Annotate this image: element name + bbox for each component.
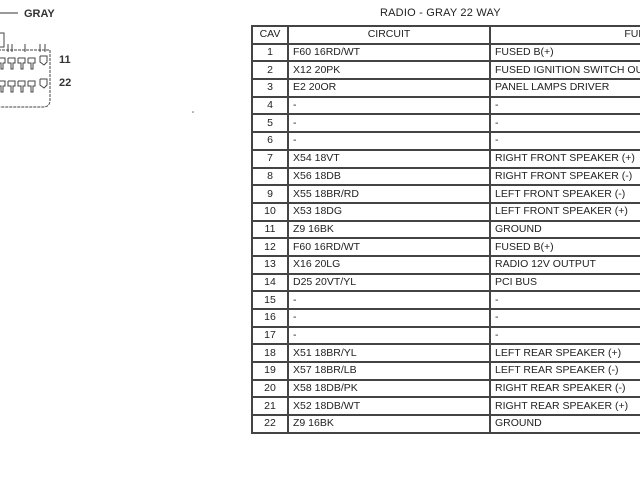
cav-cell: 12	[251, 237, 289, 257]
function-cell: RIGHT FRONT SPEAKER (-)	[489, 166, 640, 187]
cav-cell: 1	[251, 42, 289, 63]
cav-cell: 22	[251, 414, 289, 434]
table-row: 3 E2 20OR PANEL LAMPS DRIVER	[251, 78, 640, 98]
circuit-cell: X54 18VT	[287, 148, 491, 169]
header-cav: CAV	[251, 25, 289, 45]
function-cell: RIGHT REAR SPEAKER (+)	[489, 396, 640, 417]
table-row: 12 F60 16RD/WT FUSED B(+)	[251, 237, 640, 257]
function-cell: RIGHT FRONT SPEAKER (+)	[489, 148, 640, 169]
table-row: 22 Z9 16BK GROUND	[251, 414, 640, 434]
table-row: 15- -	[251, 290, 640, 310]
cav-cell: 19	[251, 361, 289, 381]
table-row: 9 X55 18BR/RD LEFT FRONT SPEAKER (-)	[251, 184, 640, 204]
circuit-cell: X16 20LG	[287, 254, 491, 275]
connector-color-label: GRAY	[24, 8, 55, 20]
function-cell: -	[489, 290, 640, 310]
function-cell: LEFT FRONT SPEAKER (-)	[489, 184, 640, 204]
cav-cell: 2	[251, 60, 289, 81]
table-row: 8 X56 18DB RIGHT FRONT SPEAKER (-)	[251, 166, 640, 187]
function-cell: LEFT REAR SPEAKER (+)	[489, 343, 640, 364]
cav-cell: 13	[251, 254, 289, 275]
table-title: RADIO - GRAY 22 WAY	[380, 7, 501, 19]
header-function: FUNCTIO	[489, 25, 640, 45]
table-row: 11 Z9 16BK GROUND	[251, 219, 640, 240]
circuit-cell: E2 20OR	[287, 78, 491, 98]
circuit-cell: X55 18BR/RD	[287, 184, 491, 204]
circuit-cell: -	[287, 308, 491, 328]
circuit-cell: F60 16RD/WT	[287, 42, 491, 63]
cav-cell: 6	[251, 131, 289, 151]
function-cell: -	[489, 131, 640, 151]
cav-cell: 16	[251, 308, 289, 328]
circuit-cell: F60 16RD/WT	[287, 237, 491, 257]
function-cell: -	[489, 308, 640, 328]
header-circuit: CIRCUIT	[287, 25, 491, 45]
circuit-cell: -	[287, 131, 491, 151]
cav-cell: 15	[251, 290, 289, 310]
circuit-cell: -	[287, 290, 491, 310]
cav-cell: 11	[251, 219, 289, 240]
circuit-cell: -	[287, 95, 491, 116]
table-row: 14 D25 20VT/YL PCI BUS	[251, 272, 640, 293]
function-cell: PANEL LAMPS DRIVER	[489, 78, 640, 98]
cav-cell: 7	[251, 148, 289, 169]
function-cell: GROUND	[489, 414, 640, 434]
function-cell: RIGHT REAR SPEAKER (-)	[489, 378, 640, 399]
function-cell: -	[489, 325, 640, 346]
circuit-cell: -	[287, 325, 491, 346]
table-row: 6--	[251, 131, 640, 151]
function-cell: GROUND	[489, 219, 640, 240]
table-row: 18 X51 18BR/YL LEFT REAR SPEAKER (+)	[251, 343, 640, 364]
cav-cell: 9	[251, 184, 289, 204]
function-cell: FUSED IGNITION SWITCH OUT	[489, 60, 640, 81]
cav-cell: 5	[251, 113, 289, 134]
function-cell: LEFT FRONT SPEAKER (+)	[489, 201, 640, 222]
function-cell: FUSED B(+)	[489, 237, 640, 257]
table-row: 19 X57 18BR/LB LEFT REAR SPEAKER (-)	[251, 361, 640, 381]
table-row: 17- -	[251, 325, 640, 346]
connector-diagram	[0, 12, 194, 134]
table-row: 5--	[251, 113, 640, 134]
cav-cell: 8	[251, 166, 289, 187]
table-row: 13 X16 20LG RADIO 12V OUTPUT	[251, 254, 640, 275]
function-cell: -	[489, 95, 640, 116]
circuit-cell: Z9 16BK	[287, 219, 491, 240]
cav-cell: 3	[251, 78, 289, 98]
cav-cell: 4	[251, 95, 289, 116]
table-row: 1 F60 16RD/WT FUSED B(+)	[251, 42, 640, 63]
cav-cell: 17	[251, 325, 289, 346]
table-row: 7 X54 18VT RIGHT FRONT SPEAKER (+)	[251, 148, 640, 169]
table-row: 20 X58 18DB/PK RIGHT REAR SPEAKER (-)	[251, 378, 640, 399]
circuit-cell: X58 18DB/PK	[287, 378, 491, 399]
function-cell: FUSED B(+)	[489, 42, 640, 63]
cav-cell: 14	[251, 272, 289, 293]
circuit-cell: -	[287, 113, 491, 134]
table-row: 2 X12 20PK FUSED IGNITION SWITCH OUT	[251, 60, 640, 81]
function-cell: RADIO 12V OUTPUT	[489, 254, 640, 275]
table-row: 4--	[251, 95, 640, 116]
circuit-cell: X51 18BR/YL	[287, 343, 491, 364]
circuit-cell: Z9 16BK	[287, 414, 491, 434]
pin-row-label: 22	[59, 77, 72, 89]
function-cell: PCI BUS	[489, 272, 640, 293]
cav-cell: 21	[251, 396, 289, 417]
cav-cell: 18	[251, 343, 289, 364]
circuit-cell: X56 18DB	[287, 166, 491, 187]
pin-row-label: 11	[59, 54, 71, 66]
circuit-cell: X53 18DG	[287, 201, 491, 222]
circuit-cell: X52 18DB/WT	[287, 396, 491, 417]
circuit-cell: X12 20PK	[287, 60, 491, 81]
function-cell: LEFT REAR SPEAKER (-)	[489, 361, 640, 381]
table-row: 21 X52 18DB/WT RIGHT REAR SPEAKER (+)	[251, 396, 640, 417]
function-cell: -	[489, 113, 640, 134]
circuit-cell: X57 18BR/LB	[287, 361, 491, 381]
table-header-row: CAV CIRCUIT FUNCTIO	[251, 25, 640, 45]
cav-cell: 20	[251, 378, 289, 399]
table-row: 16- -	[251, 308, 640, 328]
cav-cell: 10	[251, 201, 289, 222]
table-row: 10 X53 18DG LEFT FRONT SPEAKER (+)	[251, 201, 640, 222]
circuit-cell: D25 20VT/YL	[287, 272, 491, 293]
